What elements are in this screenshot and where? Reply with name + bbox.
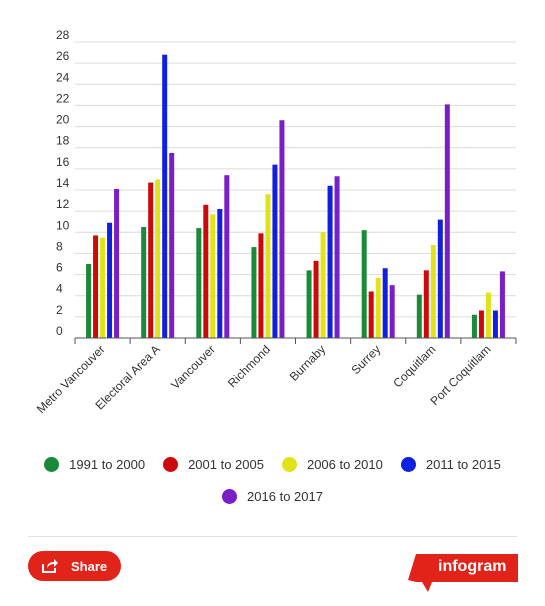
y-tick-label: 0 bbox=[56, 324, 63, 338]
bar bbox=[416, 294, 422, 338]
y-tick-label: 24 bbox=[56, 70, 70, 84]
y-tick-label: 14 bbox=[56, 176, 70, 190]
share-icon bbox=[42, 559, 58, 573]
chart-gridlines bbox=[75, 41, 516, 318]
bar bbox=[203, 204, 209, 338]
legend-item[interactable]: 2006 to 2010 bbox=[281, 456, 383, 472]
legend-row: 1991 to 2000 2001 to 2005 2006 to 2010 2011… bbox=[0, 448, 545, 480]
y-tick-label: 4 bbox=[56, 282, 63, 296]
bar bbox=[361, 230, 367, 338]
bar bbox=[162, 54, 168, 338]
y-tick-label: 12 bbox=[56, 197, 70, 211]
y-tick-label: 26 bbox=[56, 49, 70, 63]
y-tick-label: 2 bbox=[56, 303, 63, 317]
bar bbox=[382, 268, 388, 338]
x-tick-label: Coquitlam bbox=[390, 342, 438, 390]
x-tick-label: Richmond bbox=[225, 342, 273, 390]
share-label: Share bbox=[71, 558, 108, 574]
legend-label: 2011 to 2015 bbox=[425, 456, 501, 472]
y-tick-label: 10 bbox=[56, 218, 70, 232]
bar bbox=[224, 175, 230, 338]
bar bbox=[107, 222, 113, 338]
bar bbox=[196, 228, 202, 338]
bar bbox=[368, 291, 374, 338]
bar bbox=[86, 264, 92, 338]
share-button[interactable]: Share bbox=[28, 551, 121, 581]
legend-item[interactable]: 2001 to 2005 bbox=[163, 456, 264, 472]
y-tick-label: 8 bbox=[56, 239, 63, 253]
bar bbox=[444, 104, 450, 338]
logo-flag-shape bbox=[408, 554, 518, 592]
y-tick-label: 28 bbox=[56, 28, 70, 42]
legend-label: 1991 to 2000 bbox=[69, 456, 146, 472]
x-tick-label: Burnaby bbox=[287, 342, 329, 384]
bar bbox=[423, 270, 429, 338]
y-tick-label: 22 bbox=[56, 91, 70, 105]
infogram-logo[interactable]: infogram bbox=[408, 552, 518, 592]
bar bbox=[217, 209, 223, 338]
bar bbox=[437, 219, 443, 338]
legend-swatch bbox=[222, 488, 238, 504]
x-axis bbox=[74, 337, 517, 344]
bar bbox=[389, 285, 395, 338]
bar bbox=[265, 194, 271, 338]
bar bbox=[272, 164, 278, 338]
x-tick-label: Surrey bbox=[348, 342, 383, 377]
chart-bars bbox=[86, 54, 505, 338]
y-tick-label: 6 bbox=[56, 261, 63, 275]
bar bbox=[485, 292, 491, 338]
bar bbox=[148, 182, 154, 338]
legend-swatch bbox=[44, 456, 60, 472]
bar bbox=[114, 188, 120, 338]
footer-divider bbox=[28, 536, 517, 537]
bar bbox=[93, 235, 99, 338]
legend-swatch bbox=[400, 456, 416, 472]
chart-legend: 1991 to 2000 2001 to 2005 2006 to 2010 2011… bbox=[0, 448, 545, 512]
brand-label: infogram bbox=[438, 558, 507, 575]
legend-label: 2006 to 2010 bbox=[306, 456, 383, 472]
y-tick-label: 18 bbox=[56, 134, 70, 148]
legend-label: 2016 to 2017 bbox=[247, 488, 323, 504]
legend-item[interactable]: 2016 to 2017 bbox=[222, 488, 323, 504]
y-tick-label: 20 bbox=[56, 113, 70, 127]
bar bbox=[251, 247, 257, 338]
bar bbox=[279, 120, 285, 338]
bar bbox=[141, 227, 147, 338]
bar bbox=[100, 237, 106, 338]
legend-item[interactable]: 2011 to 2015 bbox=[400, 456, 501, 472]
legend-row: 2016 to 2017 bbox=[0, 480, 545, 512]
bar bbox=[320, 232, 326, 338]
bar bbox=[492, 310, 498, 338]
bar bbox=[313, 260, 319, 338]
bar bbox=[306, 270, 312, 338]
x-tick-label: Vancouver bbox=[168, 342, 218, 392]
bar bbox=[471, 314, 477, 338]
bar bbox=[169, 153, 175, 338]
legend-item[interactable]: 1991 to 2000 bbox=[44, 456, 146, 472]
bar bbox=[155, 179, 161, 338]
legend-swatch bbox=[163, 456, 179, 472]
bar bbox=[334, 176, 340, 338]
bar bbox=[430, 244, 436, 338]
bar bbox=[478, 310, 484, 338]
bar bbox=[210, 214, 216, 338]
y-tick-label: 16 bbox=[56, 155, 70, 169]
bar bbox=[327, 185, 333, 338]
bar bbox=[375, 277, 381, 338]
legend-label: 2001 to 2005 bbox=[188, 456, 264, 472]
legend-swatch bbox=[281, 456, 297, 472]
bar bbox=[499, 271, 505, 338]
bar bbox=[258, 233, 264, 338]
